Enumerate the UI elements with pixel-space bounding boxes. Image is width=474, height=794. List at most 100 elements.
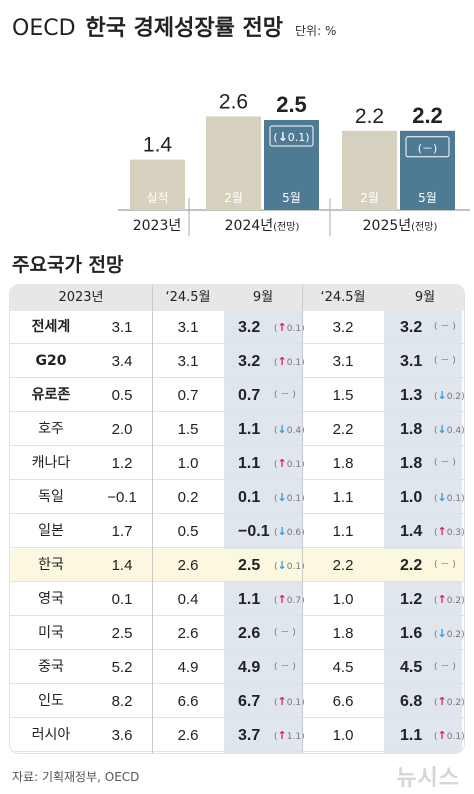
page-title: 한국 경제성장률 전망 [85,16,284,41]
bar-2025년-5월 [400,130,455,210]
value-2023: −0.1 [107,489,137,506]
change-24: (↑0.1) [274,355,305,368]
value-24-sep: 3.7 [238,727,261,744]
change-badge [405,136,450,158]
value-25-may: 2.2 [332,421,354,438]
up-arrow-icon: ↑ [437,525,447,538]
country-name: 일본 [38,523,64,539]
up-arrow-icon: ↑ [277,695,287,708]
country-name: 영국 [38,591,64,607]
change-value: 0.1 [286,358,302,368]
bar-2024년-5월 [264,120,319,210]
change-value: － [437,322,453,332]
change-value: 0.1 [446,494,462,504]
value-24-sep: 2.5 [238,557,261,574]
bar-value-label: 2.6 [219,90,248,113]
change-value: － [277,390,293,400]
value-25-may: 1.8 [332,625,354,642]
value-24-may: 6.6 [177,693,199,710]
up-arrow-icon: ↑ [437,593,447,606]
value-2023: 1.7 [111,523,133,540]
value-24-sep: 3.2 [238,353,261,370]
value-25-may: 1.1 [332,523,354,540]
country-name: 유로존 [31,387,71,403]
value-25-may: 1.5 [332,387,354,404]
change-24: ( － ) [274,662,296,672]
change-value: 0.2 [446,698,462,708]
value-25-sep: 2.2 [400,557,423,574]
value-2023: 2.0 [111,421,133,438]
highlight-column [224,311,302,753]
change-25: (↓0.4) [434,423,465,436]
up-arrow-icon: ↑ [277,729,287,742]
bar-2024년-2월 [206,116,261,210]
change-value: － [437,560,453,570]
value-25-sep: 6.8 [400,693,423,710]
change-25: ( － ) [434,662,456,672]
change-24: (↑0.1) [274,457,305,470]
value-24-sep: 6.7 [238,693,261,710]
change-value: 0.1 [446,732,462,742]
value-24-sep: 0.7 [238,387,261,404]
value-25-sep: 1.1 [400,727,423,744]
bar-2023년-실적 [130,159,185,210]
bar-value-label: 1.4 [143,134,173,157]
table-row: 독일 −0.1 0.2 0.1 1.1 1.0 (↓0.1) (↓0.1) [10,481,464,514]
down-arrow-icon: ↓ [277,491,287,504]
bar-name-label: 5월 [282,191,301,205]
bar-name-label: 실적 [146,191,168,205]
value-24-sep: 1.1 [238,421,261,438]
table-row: 호주 2.0 1.5 1.1 2.2 1.8 (↓0.4) (↓0.4) [10,413,465,446]
table-row: 중국 5.2 4.9 4.9 4.5 4.5 ( － ) ( － ) [10,651,464,684]
change-24: (↑1.1) [274,729,305,742]
group-sublabel: (전망) [411,221,437,233]
value-25-may: 1.0 [332,727,354,744]
up-arrow-icon: ↑ [277,457,287,470]
value-2023: 3.1 [111,319,133,336]
value-25-may: 6.6 [332,693,354,710]
change-24: (↓0.6) [274,525,305,538]
highlight-column [384,311,462,753]
bar-value-label: 2.2 [355,105,384,128]
change-25: (↑0.2) [434,695,465,708]
change-value: 0.1 [286,460,302,470]
up-arrow-icon: ↑ [437,695,447,708]
country-name: 인도 [38,693,64,709]
value-25-sep: 1.4 [400,523,423,540]
value-25-may: 3.2 [332,319,354,336]
value-24-may: 3.1 [177,353,199,370]
value-24-sep: −0.1 [238,523,270,540]
bar-name-label: 2월 [360,191,379,205]
section-title: 주요국가 전망 [12,254,124,276]
value-24-sep: 3.2 [238,319,261,336]
change-value: 0.4 [286,426,302,436]
table-row: 미국 2.5 2.6 2.6 1.8 1.6 ( － ) (↓0.2) [10,617,465,650]
title-oecd: OECD [12,16,76,41]
change-value: － [437,356,453,366]
change-24: (↑0.7) [274,593,305,606]
value-25-sep: 3.2 [400,319,423,336]
up-arrow-icon: ↑ [437,729,447,742]
column-separator [302,285,303,753]
country-name: 전세계 [31,319,71,335]
value-24-may: 3.1 [177,319,199,336]
value-24-sep: 4.9 [238,659,261,676]
change-value: 0.2 [446,392,462,402]
value-25-sep: 1.2 [400,591,423,608]
change-25: (↓0.2) [434,627,465,640]
value-24-sep: 1.1 [238,591,261,608]
down-arrow-icon: ↓ [437,627,447,640]
down-arrow-icon: ↓ [437,423,447,436]
value-25-may: 4.5 [332,659,354,676]
change-25: ( － ) [434,458,456,468]
change-24: (↓0.4) [274,423,305,436]
table-header: 2023년 ‘24.5월 9월 ‘24.5월 9월 [10,285,464,311]
table-row: 전세계 3.1 3.1 3.2 3.2 3.2 (↑0.1) ( － ) [10,311,464,344]
change-value: 0.1 [286,698,302,708]
country-name: 호주 [38,421,64,437]
value-2023: 1.2 [111,455,133,472]
country-name: 캐나다 [31,455,71,471]
change-badge-text: (↓0.1) [273,130,309,144]
table-row: 한국 1.4 2.6 2.5 2.2 2.2 (↓0.1) ( － ) [10,549,464,582]
